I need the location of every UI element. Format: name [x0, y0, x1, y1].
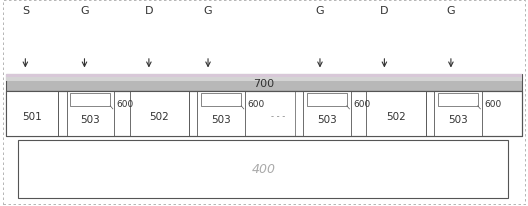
Text: D: D — [380, 6, 389, 16]
Text: 501: 501 — [22, 111, 42, 121]
Text: 600: 600 — [117, 99, 134, 109]
Bar — [6, 92, 522, 136]
Text: 400: 400 — [251, 163, 276, 175]
Bar — [6, 75, 522, 82]
Text: D: D — [145, 6, 153, 16]
Text: G: G — [80, 6, 89, 16]
Text: 600: 600 — [353, 99, 371, 109]
Text: 700: 700 — [253, 78, 275, 88]
Text: - - -: - - - — [271, 112, 285, 121]
Text: 503: 503 — [80, 114, 100, 124]
Text: 600: 600 — [484, 99, 502, 109]
Text: 502: 502 — [149, 111, 169, 121]
Bar — [197, 92, 245, 136]
Bar — [6, 92, 522, 136]
Bar — [6, 92, 58, 136]
Text: G: G — [204, 6, 212, 16]
Bar — [434, 92, 482, 136]
Text: 503: 503 — [317, 114, 337, 124]
Bar — [70, 94, 110, 106]
Bar — [201, 94, 241, 106]
Text: 503: 503 — [448, 114, 468, 124]
Bar — [438, 94, 478, 106]
Bar — [6, 74, 522, 92]
Bar — [6, 75, 522, 78]
Text: G: G — [316, 6, 324, 16]
Bar — [67, 92, 114, 136]
Bar — [18, 140, 508, 198]
Bar — [366, 92, 426, 136]
Text: S: S — [22, 6, 29, 16]
Text: G: G — [447, 6, 455, 16]
Text: 600: 600 — [248, 99, 265, 109]
Bar — [303, 92, 351, 136]
Text: 502: 502 — [386, 111, 406, 121]
Bar — [130, 92, 189, 136]
Text: 503: 503 — [211, 114, 231, 124]
Bar — [307, 94, 347, 106]
